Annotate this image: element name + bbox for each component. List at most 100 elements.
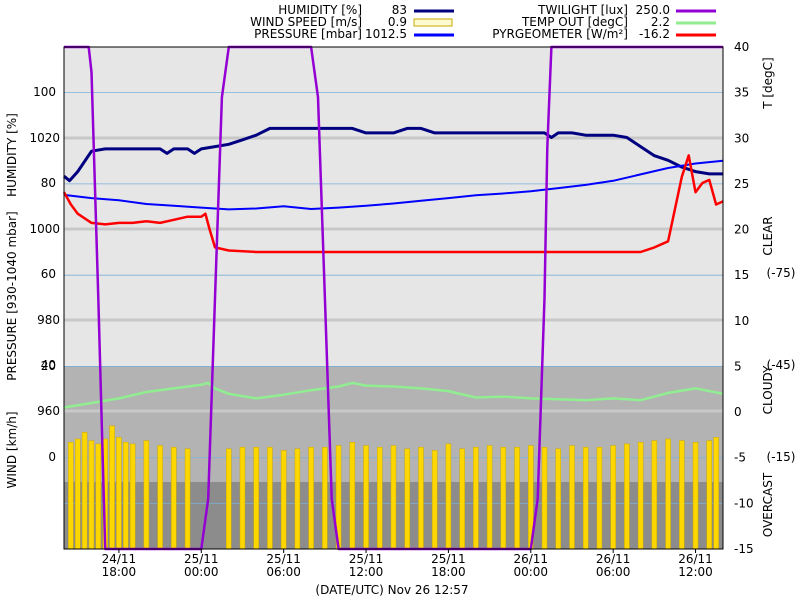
wind-bars xyxy=(68,425,719,550)
x-tick-time: 00:00 xyxy=(184,565,219,579)
wind-speed-bar xyxy=(418,446,424,550)
sky-overcast-label: OVERCAST xyxy=(761,472,775,537)
x-tick-date: 25/11 xyxy=(184,552,219,566)
wind-speed-bar xyxy=(431,450,438,550)
x-tick-time: 18:00 xyxy=(102,565,137,579)
wind-speed-bar xyxy=(280,450,287,550)
sky-band-clear xyxy=(64,47,723,366)
wind-speed-bar xyxy=(569,445,575,550)
wind-speed-bar xyxy=(555,448,561,550)
x-tick-time: 06:00 xyxy=(596,565,631,579)
wind-speed-bar xyxy=(226,448,232,550)
series-line xyxy=(63,159,724,211)
x-tick-time: 18:00 xyxy=(431,565,466,579)
wind-speed-bar xyxy=(665,438,671,550)
legend-name: TWILIGHT [lux] xyxy=(537,3,628,17)
x-tick-time: 00:00 xyxy=(513,565,548,579)
pressure-tick-label: 1020 xyxy=(29,131,60,145)
x-tick-time: 12:00 xyxy=(349,565,384,579)
wind-speed-bar xyxy=(267,446,273,550)
temp-tick-label: -10 xyxy=(734,496,754,510)
temp-tick-label: -15 xyxy=(734,542,754,556)
series-line xyxy=(62,154,724,254)
wind-speed-bar xyxy=(129,443,136,550)
wind-speed-bar xyxy=(404,448,410,550)
wind-speed-bar xyxy=(157,445,163,550)
legend-value: 1012.5 xyxy=(365,27,407,41)
wind-speed-bar xyxy=(253,446,259,550)
wind-speed-bar xyxy=(473,446,479,550)
legend-swatch xyxy=(413,18,453,27)
wind-speed-bar xyxy=(116,437,122,550)
wind-speed-bar xyxy=(486,445,493,550)
wind-speed-bar xyxy=(68,442,74,550)
temp-tick-label: 15 xyxy=(734,268,749,282)
pressure-tick-label: 1000 xyxy=(29,222,60,236)
x-tick-date: 26/11 xyxy=(678,552,713,566)
legend-value: 83 xyxy=(392,3,407,17)
wind-axis-label: WIND [km/h] xyxy=(5,411,19,488)
wind-speed-bar xyxy=(95,443,102,550)
temp-tick-label: 20 xyxy=(734,223,749,237)
legend: HUMIDITY [%] 83 WIND SPEED [m/s] 0.9 PRESSUR… xyxy=(250,3,716,41)
wind-speed-bar xyxy=(109,425,115,550)
temp-tick-label: 5 xyxy=(734,359,742,373)
humidity-tick-label: 80 xyxy=(41,176,56,190)
wind-speed-bar xyxy=(294,448,301,550)
tick-labels: 24/1118:0025/1100:0025/1106:0025/1112:00… xyxy=(29,40,753,579)
temp-tick-label: 40 xyxy=(734,40,749,54)
x-tick-date: 25/11 xyxy=(349,552,384,566)
legend-value: 2.2 xyxy=(651,15,670,29)
humidity-axis-label: HUMIDITY [%] xyxy=(5,113,19,197)
wind-speed-bar xyxy=(445,443,452,550)
wind-speed-bar xyxy=(582,446,589,550)
x-tick-date: 25/11 xyxy=(431,552,466,566)
wind-speed-bar xyxy=(514,446,520,550)
wind-speed-bar xyxy=(692,442,699,550)
humidity-tick-label: 40 xyxy=(41,358,56,372)
wind-speed-bar xyxy=(596,446,603,550)
x-tick-date: 24/11 xyxy=(102,552,137,566)
wind-speed-bar xyxy=(706,440,713,550)
pyrgeometer-tick-label: (-75) xyxy=(767,266,796,280)
temp-tick-label: 10 xyxy=(734,314,749,328)
wind-speed-bar xyxy=(637,442,644,550)
wind-speed-bar xyxy=(123,442,129,550)
wind-speed-bar xyxy=(308,446,314,550)
legend-value: 250.0 xyxy=(636,3,670,17)
legend-name: TEMP OUT [degC] xyxy=(521,15,628,29)
x-axis-label: (DATE/UTC) Nov 26 12:57 xyxy=(315,583,468,597)
temp-axis-label: T [degC] xyxy=(761,57,775,110)
wind-speed-bar xyxy=(239,446,246,550)
wind-tick-label: 0 xyxy=(48,450,56,464)
series-line xyxy=(63,381,724,409)
wind-speed-bar xyxy=(171,446,177,550)
wind-speed-bar xyxy=(713,437,719,550)
pressure-tick-label: 980 xyxy=(37,313,60,327)
series-line xyxy=(63,126,723,183)
legend-name: WIND SPEED [m/s] xyxy=(250,15,362,29)
x-tick-time: 06:00 xyxy=(266,565,301,579)
x-tick-date: 25/11 xyxy=(266,552,301,566)
wind-speed-bar xyxy=(500,446,507,550)
wind-speed-bar xyxy=(377,446,383,550)
temp-tick-label: 0 xyxy=(734,405,742,419)
legend-name: PRESSURE [mbar] xyxy=(254,27,362,41)
wind-speed-bar xyxy=(390,445,397,550)
wind-speed-bar xyxy=(74,438,81,550)
pressure-axis-label: PRESSURE [930-1040 mbar] xyxy=(5,211,19,380)
humidity-tick-label: 60 xyxy=(41,267,56,281)
temp-tick-label: 35 xyxy=(734,86,749,100)
wind-speed-bar xyxy=(349,442,356,550)
wind-speed-bar xyxy=(651,440,658,550)
legend-name: PYRGEOMETER [W/m²] xyxy=(492,27,628,41)
temp-tick-label: 30 xyxy=(734,131,749,145)
wind-speed-bar xyxy=(363,445,369,550)
legend-value: -16.2 xyxy=(639,27,670,41)
axes xyxy=(63,46,724,550)
sky-cloudy-label: CLOUDY xyxy=(761,365,775,414)
wind-speed-bar xyxy=(610,445,616,550)
wind-speed-bar xyxy=(459,448,465,550)
